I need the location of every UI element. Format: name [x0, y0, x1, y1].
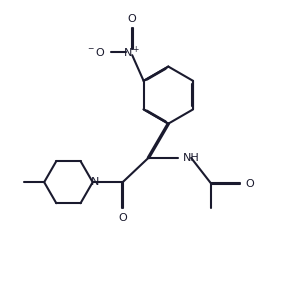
Text: N$^+$: N$^+$ [123, 45, 141, 60]
Text: $^-$O: $^-$O [86, 46, 107, 58]
Text: NH: NH [183, 153, 199, 163]
Text: O: O [128, 14, 136, 25]
Text: O: O [245, 179, 254, 189]
Text: N: N [91, 177, 100, 187]
Text: O: O [118, 213, 127, 223]
